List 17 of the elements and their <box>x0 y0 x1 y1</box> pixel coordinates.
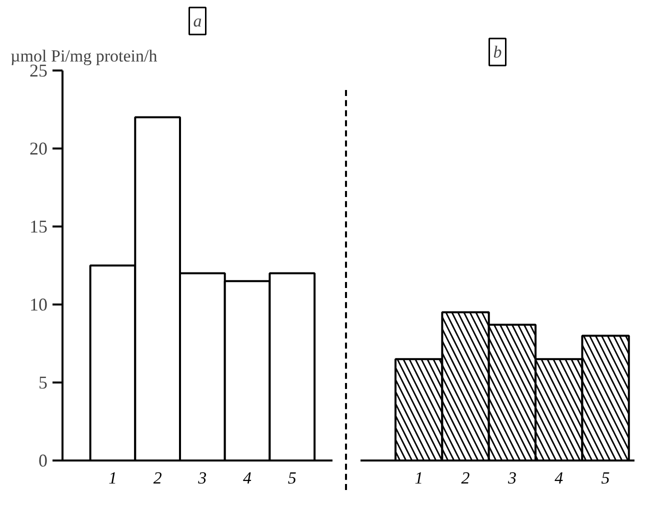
x-tick-label: 3 <box>506 468 516 488</box>
chart-title: a <box>193 12 202 30</box>
y-tick-label: 20 <box>30 138 48 158</box>
x-tick-label: 3 <box>197 468 207 488</box>
chart-title: b <box>493 42 502 62</box>
x-tick-label: 5 <box>288 468 296 488</box>
x-tick-label: 4 <box>554 468 564 488</box>
x-tick-label: 1 <box>108 468 117 488</box>
x-tick-label: 1 <box>414 468 424 488</box>
x-tick-label: 4 <box>243 468 252 488</box>
y-tick-label: 10 <box>30 294 48 314</box>
y-tick-label: 15 <box>30 216 48 236</box>
x-tick-label: 2 <box>153 468 162 488</box>
x-tick-label: 2 <box>461 468 470 488</box>
y-tick-label: 0 <box>38 450 48 470</box>
x-tick-label: 5 <box>601 468 610 488</box>
y-tick-label: 5 <box>38 372 48 392</box>
